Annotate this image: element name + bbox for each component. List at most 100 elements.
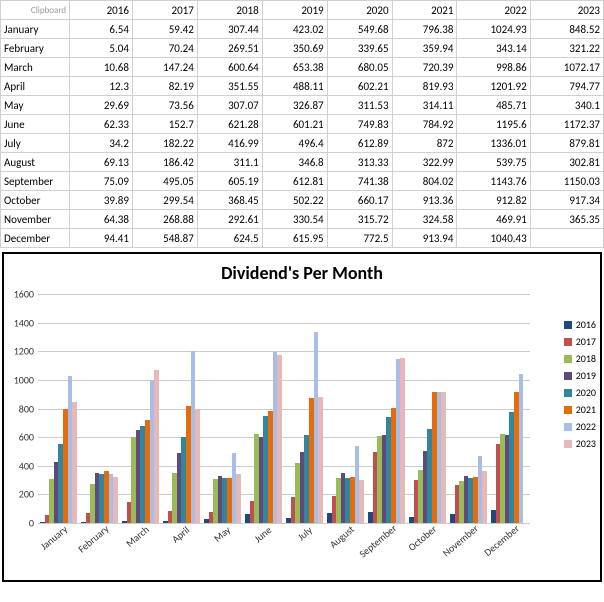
cell[interactable]: 872 [392,134,457,153]
cell[interactable]: 269.51 [197,39,262,58]
cell[interactable]: 339.65 [327,39,392,58]
cell[interactable]: 292.61 [197,210,262,229]
cell[interactable]: 29.69 [70,96,133,115]
row-label[interactable]: July [1,134,70,153]
cell[interactable]: 913.94 [392,229,457,248]
cell[interactable]: 5.04 [70,39,133,58]
cell[interactable]: 1336.01 [457,134,530,153]
cell[interactable]: 182.22 [132,134,197,153]
cell[interactable]: 326.87 [262,96,327,115]
col-2023[interactable]: 2023 [530,1,603,20]
cell[interactable]: 720.39 [392,58,457,77]
col-2017[interactable]: 2017 [132,1,197,20]
cell[interactable]: 848.52 [530,20,603,39]
cell[interactable]: 82.19 [132,77,197,96]
cell[interactable]: 660.17 [327,191,392,210]
cell[interactable]: 64.38 [70,210,133,229]
cell[interactable]: 313.33 [327,153,392,172]
cell[interactable]: 621.28 [197,115,262,134]
cell[interactable]: 39.89 [70,191,133,210]
row-label[interactable]: August [1,153,70,172]
row-label[interactable]: June [1,115,70,134]
cell[interactable]: 311.53 [327,96,392,115]
cell[interactable]: 1172.37 [530,115,603,134]
cell[interactable]: 299.54 [132,191,197,210]
cell[interactable]: 612.81 [262,172,327,191]
cell[interactable]: 804.02 [392,172,457,191]
row-label[interactable]: December [1,229,70,248]
cell[interactable]: 416.99 [197,134,262,153]
cell[interactable]: 314.11 [392,96,457,115]
cell[interactable]: 268.88 [132,210,197,229]
row-label[interactable]: January [1,20,70,39]
cell[interactable]: 94.41 [70,229,133,248]
row-label[interactable]: April [1,77,70,96]
cell[interactable]: 307.44 [197,20,262,39]
cell[interactable]: 1195.6 [457,115,530,134]
cell[interactable]: 819.93 [392,77,457,96]
cell[interactable]: 624.5 [197,229,262,248]
cell[interactable]: 600.64 [197,58,262,77]
cell[interactable]: 311.1 [197,153,262,172]
cell[interactable]: 368.45 [197,191,262,210]
cell[interactable]: 365.35 [530,210,603,229]
cell[interactable]: 324.58 [392,210,457,229]
row-label[interactable]: May [1,96,70,115]
cell[interactable]: 879.81 [530,134,603,153]
cell[interactable]: 917.34 [530,191,603,210]
cell[interactable]: 343.14 [457,39,530,58]
data-table[interactable]: Clipboard2016201720182019202020212022202… [0,0,604,248]
cell[interactable]: 488.11 [262,77,327,96]
cell[interactable]: 359.94 [392,39,457,58]
col-2018[interactable]: 2018 [197,1,262,20]
col-2016[interactable]: 2016 [70,1,133,20]
cell[interactable]: 340.1 [530,96,603,115]
col-2020[interactable]: 2020 [327,1,392,20]
cell[interactable]: 147.24 [132,58,197,77]
cell[interactable]: 62.33 [70,115,133,134]
cell[interactable]: 423.02 [262,20,327,39]
cell[interactable]: 680.05 [327,58,392,77]
row-label[interactable]: February [1,39,70,58]
cell[interactable]: 307.07 [197,96,262,115]
cell[interactable]: 322.99 [392,153,457,172]
cell[interactable]: 653.38 [262,58,327,77]
cell[interactable]: 913.36 [392,191,457,210]
cell[interactable]: 539.75 [457,153,530,172]
cell[interactable]: 912.82 [457,191,530,210]
cell[interactable]: 495.05 [132,172,197,191]
cell[interactable]: 75.09 [70,172,133,191]
cell[interactable]: 12.3 [70,77,133,96]
cell[interactable]: 615.95 [262,229,327,248]
cell[interactable]: 784.92 [392,115,457,134]
row-label[interactable]: March [1,58,70,77]
cell[interactable]: 548.87 [132,229,197,248]
cell[interactable]: 315.72 [327,210,392,229]
cell[interactable]: 1201.92 [457,77,530,96]
cell[interactable]: 998.86 [457,58,530,77]
cell[interactable]: 469.91 [457,210,530,229]
cell[interactable]: 6.54 [70,20,133,39]
cell[interactable]: 1072.17 [530,58,603,77]
cell[interactable]: 186.42 [132,153,197,172]
cell[interactable] [530,229,603,248]
cell[interactable]: 302.81 [530,153,603,172]
col-2021[interactable]: 2021 [392,1,457,20]
cell[interactable]: 321.22 [530,39,603,58]
cell[interactable]: 601.21 [262,115,327,134]
cell[interactable]: 772.5 [327,229,392,248]
cell[interactable]: 502.22 [262,191,327,210]
col-2022[interactable]: 2022 [457,1,530,20]
cell[interactable]: 796.38 [392,20,457,39]
cell[interactable]: 70.24 [132,39,197,58]
row-label[interactable]: September [1,172,70,191]
cell[interactable]: 34.2 [70,134,133,153]
cell[interactable]: 549.68 [327,20,392,39]
cell[interactable]: 330.54 [262,210,327,229]
cell[interactable]: 69.13 [70,153,133,172]
cell[interactable]: 1150.03 [530,172,603,191]
cell[interactable]: 351.55 [197,77,262,96]
cell[interactable]: 485.71 [457,96,530,115]
cell[interactable]: 1143.76 [457,172,530,191]
cell[interactable]: 1024.93 [457,20,530,39]
